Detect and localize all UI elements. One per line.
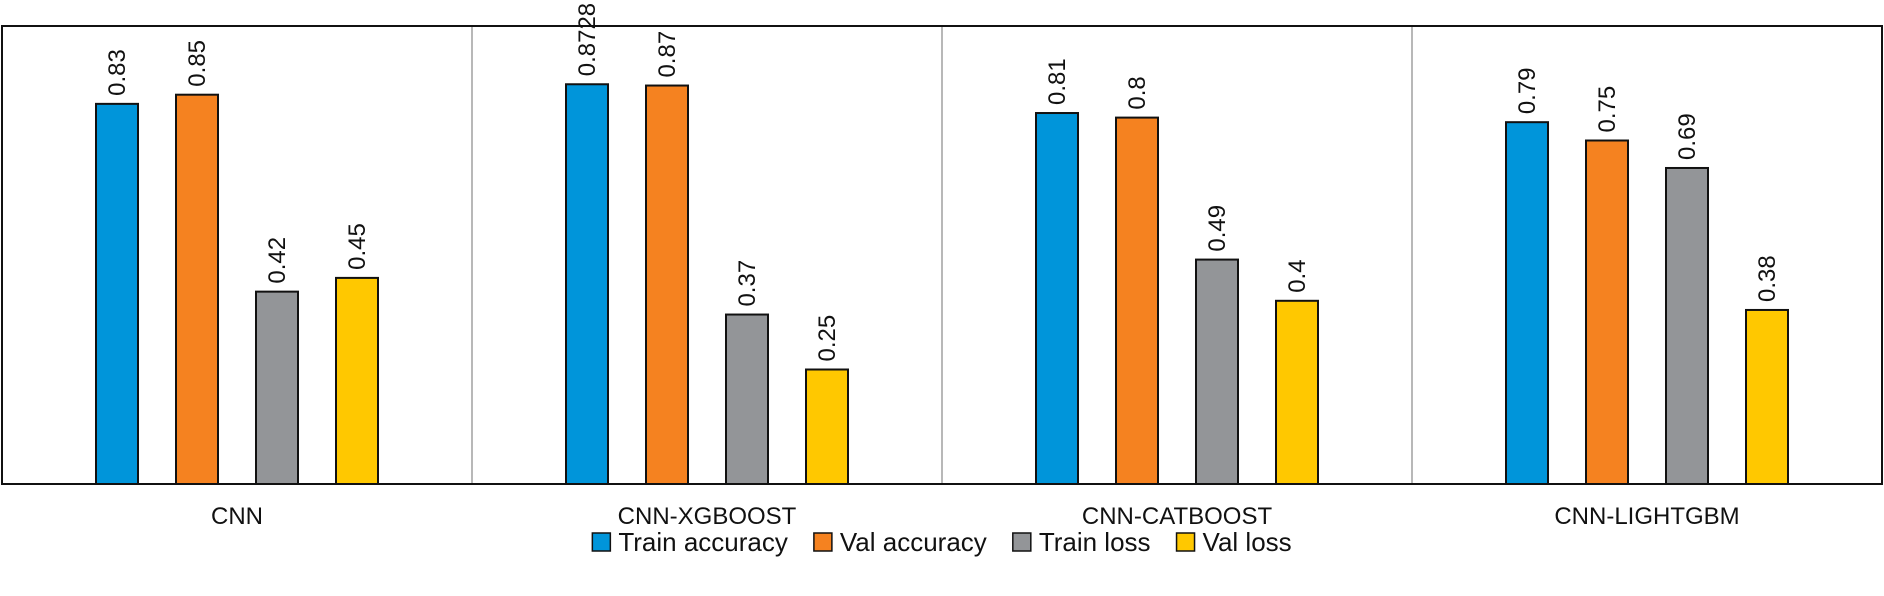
data-label-train-loss-cnn-lightgbm: 0.69 [1674,113,1701,160]
x-tick-label: CNN [211,503,263,530]
data-label-val-loss-cnn-xgboost: 0.25 [814,315,841,362]
legend-item-train-loss: Train loss [1012,527,1151,557]
legend-swatch [1012,532,1032,552]
bar-val-loss-cnn [335,276,379,485]
bar-val-loss-cnn-catboost [1275,299,1319,485]
data-label-train-loss-cnn-catboost: 0.49 [1204,205,1231,252]
bar-train-accuracy-cnn-catboost [1035,112,1079,486]
legend-label: Val loss [1203,527,1292,557]
data-label-train-accuracy-cnn: 0.83 [104,49,131,96]
data-label-train-accuracy-cnn-lightgbm: 0.79 [1514,67,1541,114]
data-label-train-accuracy-cnn-catboost: 0.81 [1044,58,1071,105]
legend-item-val-loss: Val loss [1175,527,1292,557]
data-label-val-accuracy-cnn-xgboost: 0.87 [654,31,681,78]
x-tick-label: CNN-LIGHTGBM [1554,503,1739,530]
bar-val-loss-cnn-xgboost [805,368,849,485]
legend-item-val-accuracy: Val accuracy [813,527,987,557]
bar-train-accuracy-cnn [95,102,139,486]
data-label-val-accuracy-cnn-lightgbm: 0.75 [1594,86,1621,133]
data-label-train-loss-cnn: 0.42 [264,237,291,284]
x-tick-label: CNN-XGBOOST [618,503,797,530]
bar-val-accuracy-cnn-xgboost [645,84,689,485]
legend-swatch [813,532,833,552]
data-label-val-loss-cnn-lightgbm: 0.38 [1754,255,1781,302]
legend-label: Train loss [1039,527,1151,557]
bar-train-loss-cnn [255,290,299,486]
bar-train-accuracy-cnn-lightgbm [1505,121,1549,486]
legend-label: Train accuracy [618,527,788,557]
data-label-train-accuracy-cnn-xgboost: 0.8728 [574,3,601,76]
legend-swatch [591,532,612,552]
data-label-val-accuracy-cnn: 0.85 [184,40,211,87]
bar-val-accuracy-cnn [175,93,219,485]
bar-val-loss-cnn-lightgbm [1745,308,1789,485]
bar-val-accuracy-cnn-lightgbm [1585,139,1629,485]
x-tick-label: CNN-CATBOOST [1082,503,1273,530]
bar-val-accuracy-cnn-catboost [1115,116,1159,485]
bar-train-loss-cnn-xgboost [725,313,769,486]
legend-label: Val accuracy [840,527,987,557]
data-label-val-loss-cnn-catboost: 0.4 [1284,259,1311,292]
data-label-train-loss-cnn-xgboost: 0.37 [734,260,761,307]
legend-item-train-accuracy: Train accuracy [591,527,788,557]
data-label-val-accuracy-cnn-catboost: 0.8 [1124,76,1151,109]
bar-train-accuracy-cnn-xgboost [565,83,609,485]
data-label-val-loss-cnn: 0.45 [344,223,371,270]
plot-area-border [1,25,1883,485]
legend-swatch [1175,532,1196,552]
bar-train-loss-cnn-lightgbm [1665,166,1709,485]
bar-train-loss-cnn-catboost [1195,258,1239,485]
